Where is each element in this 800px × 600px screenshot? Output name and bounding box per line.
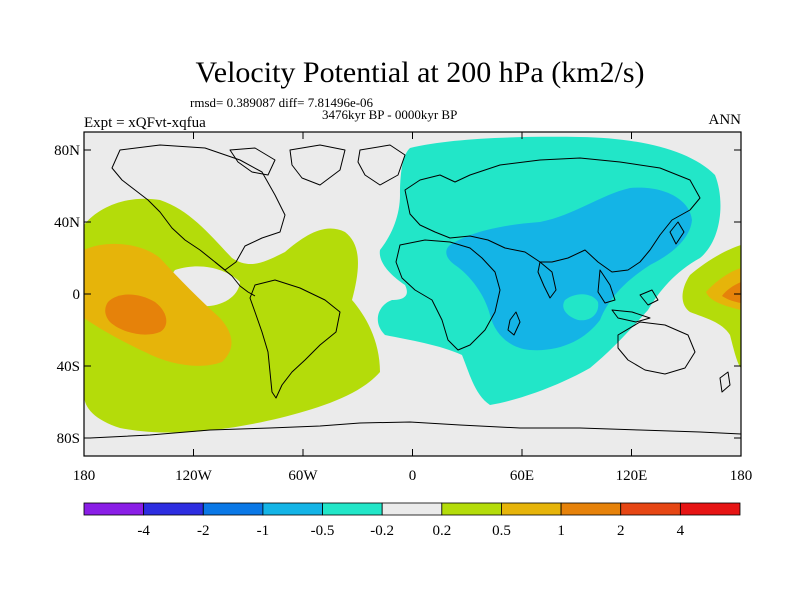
colorbar-swatch bbox=[83, 502, 145, 516]
colorbar-swatch bbox=[441, 502, 502, 516]
lon-tick-label: 0 bbox=[409, 468, 417, 484]
coastlines bbox=[89, 144, 742, 439]
lat-tick-label: 80S bbox=[57, 431, 80, 447]
lon-tick-label: 60W bbox=[288, 468, 318, 484]
negative-anomaly-core bbox=[446, 187, 692, 351]
indian-ocean-patch bbox=[563, 294, 599, 321]
colorbar-swatch bbox=[620, 502, 681, 516]
map-panel: 80N 40N 0 40S 80S 180 120W 60W 0 60E 120E 180 bbox=[54, 131, 753, 484]
lon-tick-label: 180 bbox=[73, 468, 96, 484]
colorbar-swatch bbox=[381, 502, 443, 516]
colorbar: -4 -2 -1 -0.5 -0.2 0.2 0.5 1 2 4 bbox=[83, 502, 741, 539]
colorbar-label: -4 bbox=[137, 523, 150, 539]
lat-tick-label: 80N bbox=[54, 143, 80, 159]
lat-tick-label: 40S bbox=[57, 359, 80, 375]
colorbar-swatch bbox=[560, 502, 622, 516]
positive-anomaly-max bbox=[105, 294, 167, 335]
colorbar-label: -0.2 bbox=[370, 523, 394, 539]
colorbar-swatch bbox=[143, 502, 204, 516]
lon-tick-label: 180 bbox=[730, 468, 753, 484]
colorbar-swatch bbox=[322, 502, 383, 516]
colorbar-label: -0.5 bbox=[311, 523, 335, 539]
lat-tick-label: 40N bbox=[54, 215, 80, 231]
colorbar-label: 0.5 bbox=[492, 523, 511, 539]
colorbar-label: 2 bbox=[617, 523, 625, 539]
colorbar-swatch bbox=[679, 502, 741, 516]
experiment-label: Expt = xQFvt-xqfua bbox=[84, 115, 206, 131]
colorbar-swatch bbox=[501, 502, 562, 516]
figure-title: Velocity Potential at 200 hPa (km2/s) bbox=[195, 56, 644, 89]
lon-tick-label: 120W bbox=[175, 468, 213, 484]
colorbar-label: 4 bbox=[677, 523, 685, 539]
lat-tick-label: 0 bbox=[73, 287, 81, 303]
colorbar-swatch bbox=[202, 502, 264, 516]
longitude-axis: 180 120W 60W 0 60E 120E 180 bbox=[73, 132, 753, 484]
lon-tick-label: 60E bbox=[510, 468, 534, 484]
colorbar-label: -1 bbox=[257, 523, 270, 539]
period-label: 3476kyr BP - 0000kyr BP bbox=[322, 107, 457, 122]
colorbar-label: -2 bbox=[197, 523, 210, 539]
season-label: ANN bbox=[709, 112, 742, 128]
colorbar-label: 0.2 bbox=[432, 523, 451, 539]
stats-line: rmsd= 0.389087 diff= 7.81496e-06 bbox=[190, 95, 374, 110]
lon-tick-label: 120E bbox=[616, 468, 648, 484]
colorbar-label: 1 bbox=[557, 523, 565, 539]
west-pacific-positive-max bbox=[722, 282, 741, 303]
colorbar-swatch bbox=[262, 502, 323, 516]
latitude-axis: 80N 40N 0 40S 80S bbox=[54, 143, 741, 447]
